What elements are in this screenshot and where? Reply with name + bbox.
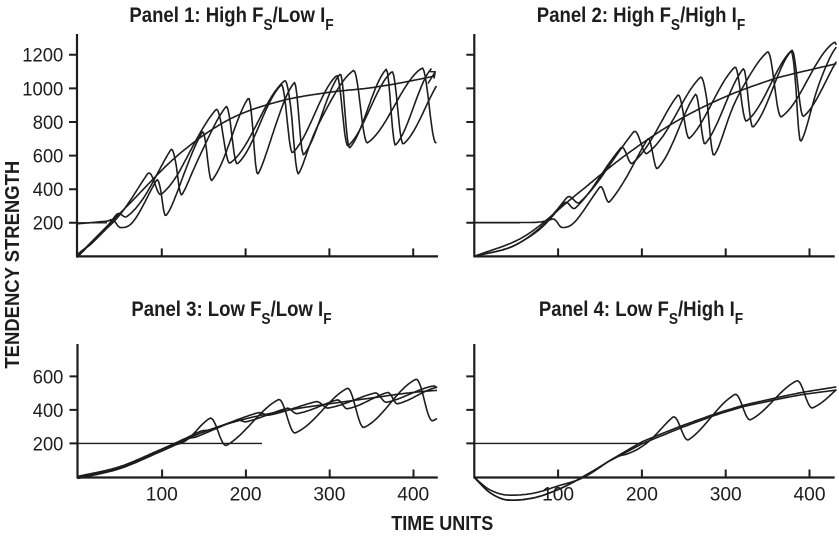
svg-text:600: 600 (33, 367, 64, 388)
svg-text:200: 200 (33, 434, 64, 455)
svg-text:200: 200 (33, 214, 64, 235)
svg-text:200: 200 (626, 485, 658, 506)
svg-text:800: 800 (33, 113, 64, 134)
svg-text:TIME UNITS: TIME UNITS (391, 513, 493, 535)
svg-text:400: 400 (397, 485, 429, 506)
svg-text:300: 300 (313, 485, 345, 506)
svg-text:400: 400 (33, 180, 64, 201)
svg-text:600: 600 (33, 147, 64, 168)
svg-text:100: 100 (542, 485, 574, 506)
svg-text:300: 300 (710, 485, 742, 506)
svg-text:1200: 1200 (22, 46, 63, 67)
svg-text:400: 400 (794, 485, 826, 506)
svg-text:200: 200 (230, 485, 262, 506)
svg-text:1000: 1000 (22, 79, 63, 100)
svg-text:400: 400 (33, 401, 64, 422)
svg-text:TENDENCY STRENGTH: TENDENCY STRENGTH (1, 161, 24, 369)
svg-text:100: 100 (146, 485, 178, 506)
